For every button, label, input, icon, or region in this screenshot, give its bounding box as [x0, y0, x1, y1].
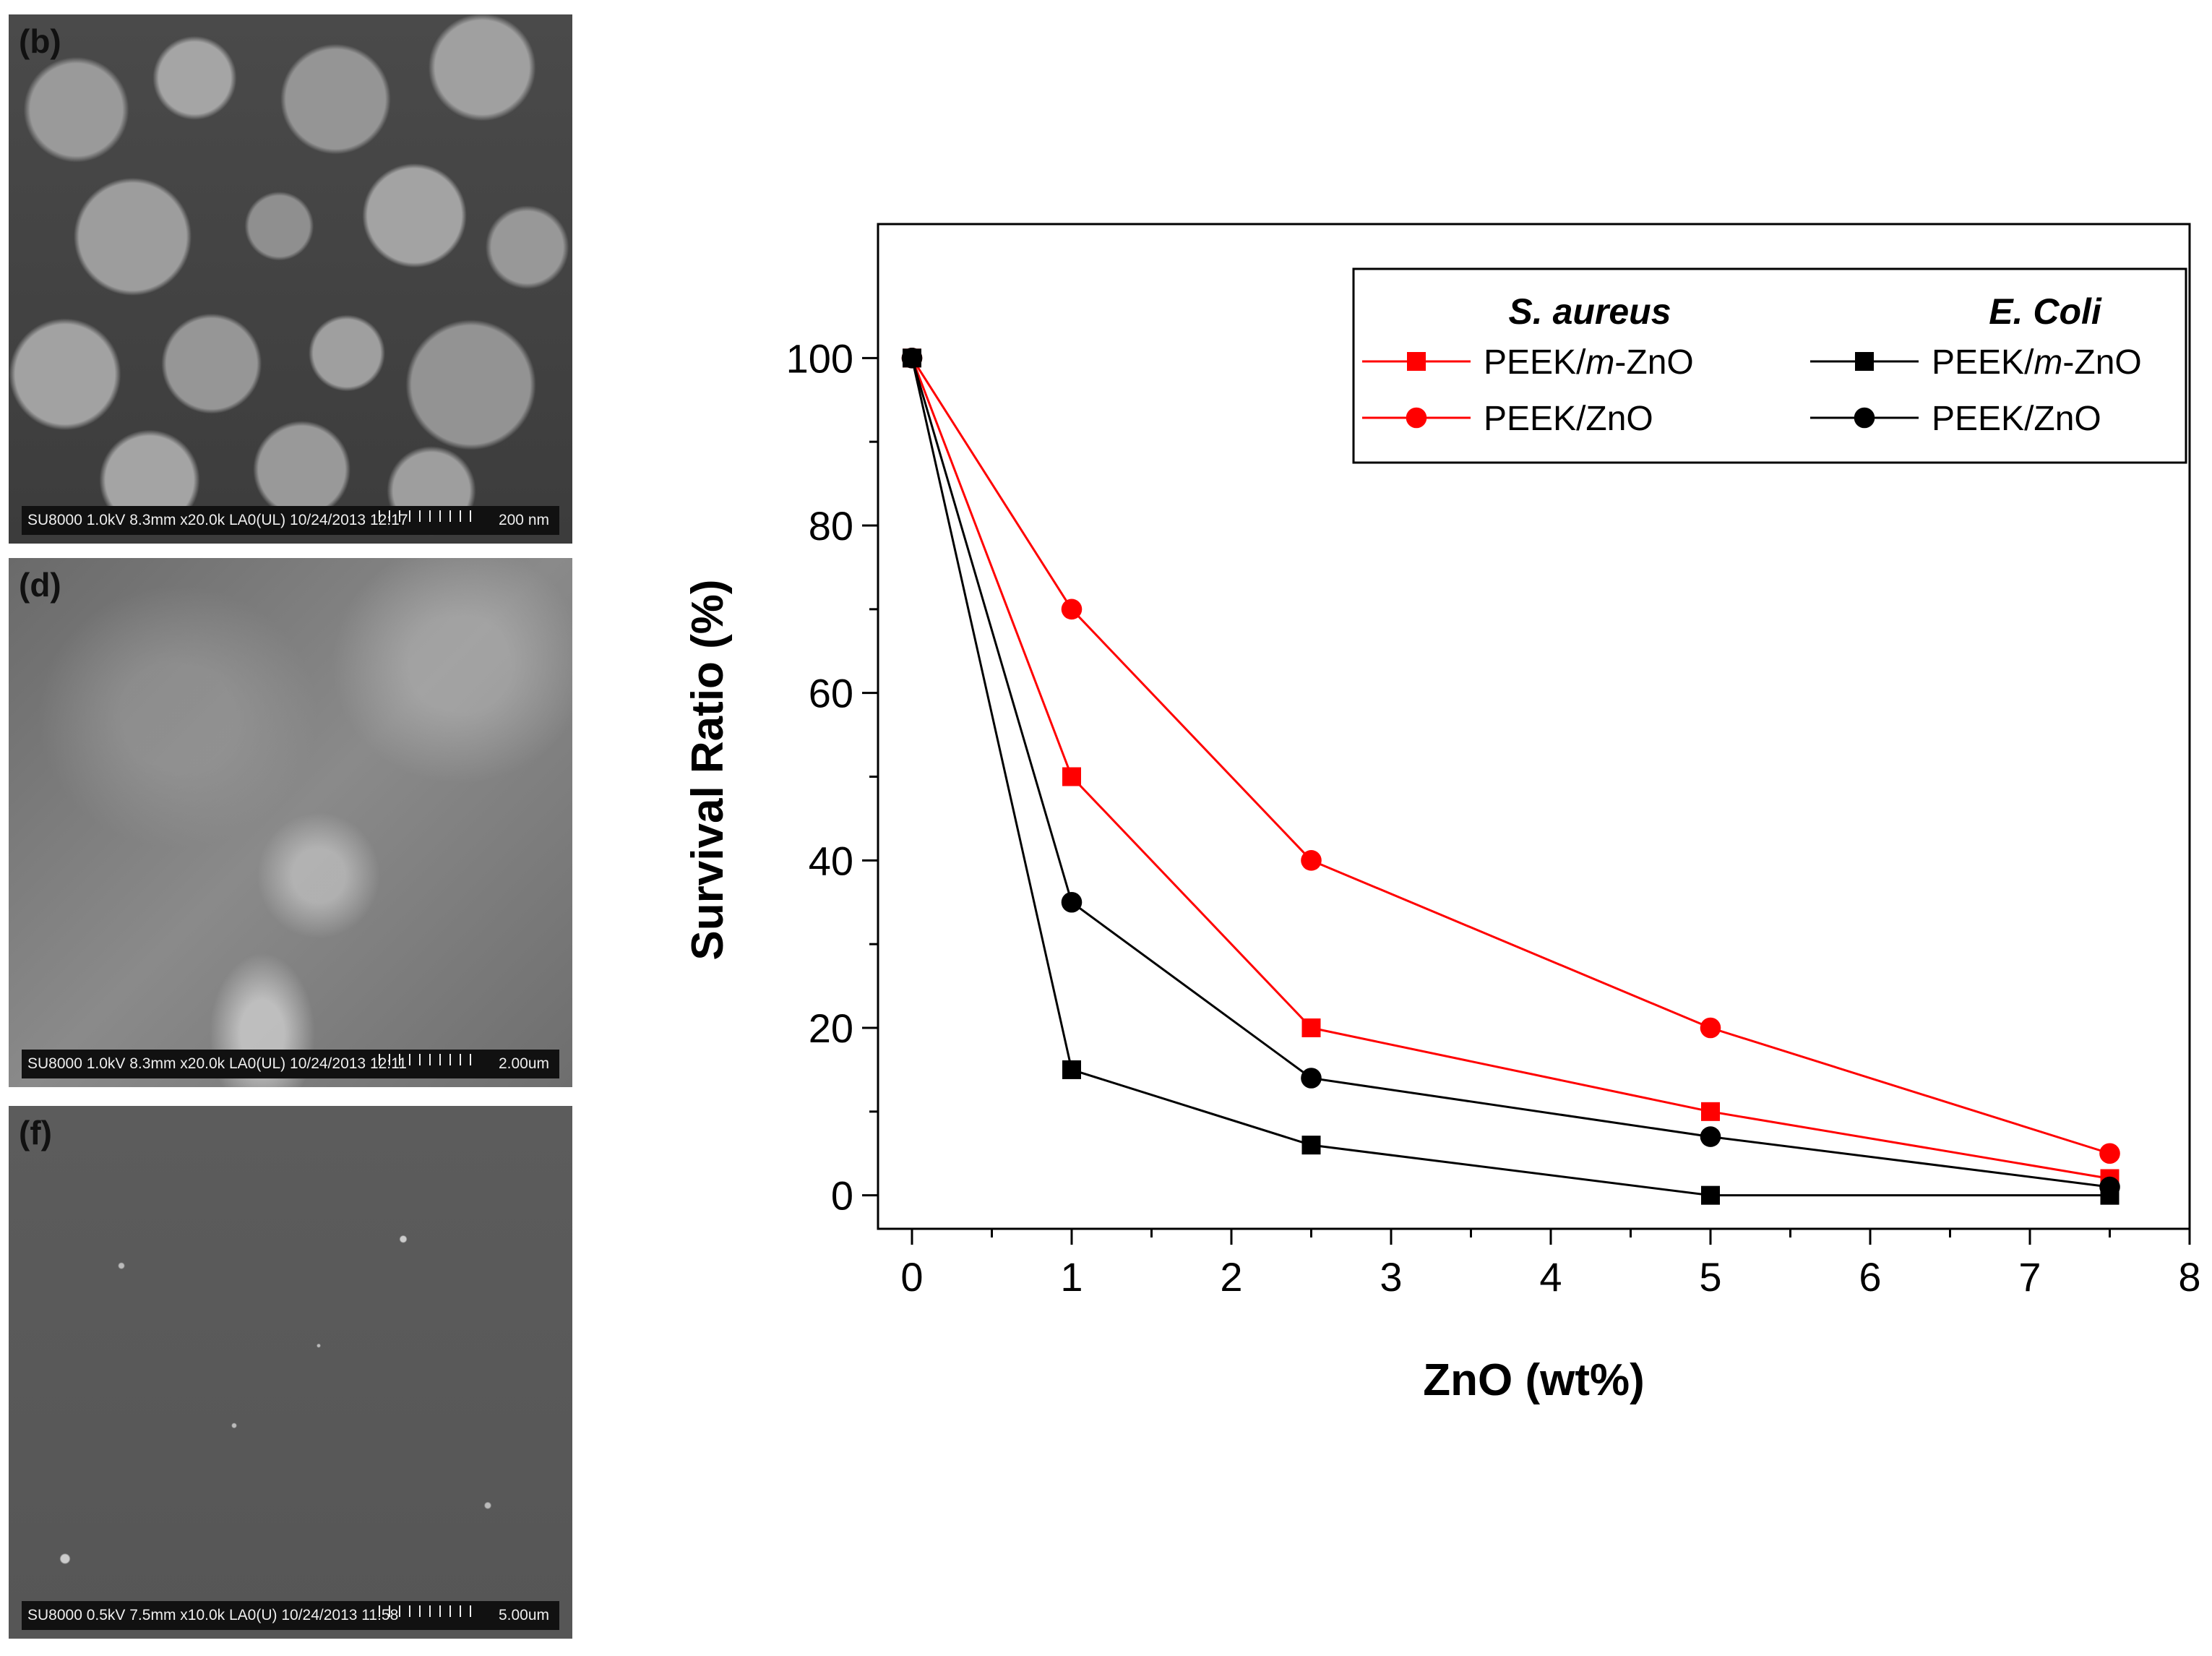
x-axis-title: ZnO (wt%) — [1423, 1355, 1645, 1405]
plot-frame — [877, 223, 2191, 1230]
data-point — [1701, 1102, 1720, 1121]
x-tick-label: 2 — [1220, 1254, 1242, 1300]
legend-marker — [1406, 407, 1427, 429]
y-tick-label: 80 — [809, 503, 853, 549]
x-tick-label: 8 — [2178, 1254, 2200, 1300]
legend-marker — [1407, 352, 1426, 371]
data-point — [1700, 1017, 1721, 1039]
legend-marker — [1855, 352, 1874, 371]
y-tick-label: 100 — [786, 335, 853, 381]
data-point — [2099, 1143, 2120, 1164]
series-3 — [901, 348, 2120, 1198]
sem-image-f: (f) SU8000 0.5kV 7.5mm x10.0k LA0(U) 10/… — [9, 1106, 572, 1639]
legend-label: PEEK/m-ZnO — [1484, 343, 1694, 382]
legend-marker — [1854, 407, 1875, 429]
sem-scale-d: 2.00um — [498, 1055, 549, 1072]
chart-series-layer — [901, 348, 2120, 1205]
sem-scale-b: 200 nm — [498, 512, 549, 528]
sem-image-d: (d) SU8000 1.0kV 8.3mm x20.0k LA0(UL) 10… — [9, 558, 572, 1087]
series-line — [911, 357, 2110, 1155]
sem-info-text-d: SU8000 1.0kV 8.3mm x20.0k LA0(UL) 10/24/… — [27, 1055, 407, 1072]
sem-scale-ticks-b — [379, 510, 480, 522]
panel-label-b: (b) — [19, 22, 61, 60]
sem-info-text-b: SU8000 1.0kV 8.3mm x20.0k LA0(UL) 10/24/… — [27, 512, 408, 528]
legend-box — [1352, 267, 2187, 464]
sem-texture-d — [9, 558, 572, 1087]
x-tick-label: 4 — [1539, 1254, 1562, 1300]
legend-label: PEEK/ZnO — [1484, 400, 1653, 438]
sem-texture-f — [9, 1106, 572, 1639]
data-point — [1061, 599, 1083, 620]
panel-label-d: (d) — [19, 566, 61, 604]
x-tick-label: 3 — [1380, 1254, 1402, 1300]
sem-info-bar-b: SU8000 1.0kV 8.3mm x20.0k LA0(UL) 10/24/… — [22, 506, 559, 535]
panel-label-f: (f) — [19, 1114, 52, 1151]
x-tick-label: 0 — [900, 1254, 923, 1300]
data-point — [901, 348, 923, 369]
legend-label: PEEK/ZnO — [1932, 400, 2101, 438]
series-line — [911, 357, 2110, 1188]
sem-info-bar-f: SU8000 0.5kV 7.5mm x10.0k LA0(U) 10/24/2… — [22, 1601, 559, 1630]
y-tick-label: 0 — [831, 1173, 853, 1219]
sem-scale-f: 5.00um — [498, 1607, 549, 1623]
data-point — [1700, 1126, 1721, 1147]
sem-image-b: (b) SU8000 1.0kV 8.3mm x20.0k LA0(UL) 10… — [9, 14, 572, 544]
chart-legend: S. aureus E. Coli PEEK/m-ZnO PEEK/ZnO PEEK/m… — [1352, 267, 2187, 464]
data-point — [1301, 1018, 1321, 1037]
y-tick-label: 20 — [809, 1005, 853, 1051]
data-point — [1701, 1185, 1720, 1205]
data-point — [1301, 850, 1322, 871]
series-2 — [903, 348, 2120, 1205]
data-point — [1062, 767, 1081, 786]
legend-group-heading: S. aureus — [1508, 291, 1671, 332]
x-tick-label: 6 — [1859, 1254, 1881, 1300]
y-axis-title: Survival Ratio (%) — [683, 579, 733, 960]
data-point — [1061, 891, 1083, 913]
sem-info-bar-d: SU8000 1.0kV 8.3mm x20.0k LA0(UL) 10/24/… — [22, 1050, 559, 1078]
x-tick-label: 7 — [2018, 1254, 2041, 1300]
legend-label: PEEK/m-ZnO — [1932, 343, 2142, 382]
data-point — [2099, 1176, 2120, 1198]
data-point — [1301, 1136, 1321, 1155]
x-tick-label: 1 — [1060, 1254, 1083, 1300]
x-tick-label: 5 — [1699, 1254, 1721, 1300]
sem-scale-ticks-f — [379, 1605, 480, 1617]
y-tick-label: 60 — [809, 671, 853, 716]
series-0 — [903, 348, 2120, 1188]
series-line — [911, 357, 2110, 1180]
sem-info-text-f: SU8000 0.5kV 7.5mm x10.0k LA0(U) 10/24/2… — [27, 1607, 399, 1623]
sem-scale-ticks-d — [379, 1054, 480, 1065]
sem-texture-b — [9, 14, 572, 544]
data-point — [1301, 1068, 1322, 1089]
legend-group-heading: E. Coli — [1989, 291, 2102, 332]
data-point — [1062, 1060, 1081, 1079]
series-1 — [901, 348, 2120, 1164]
y-tick-label: 40 — [809, 838, 853, 883]
